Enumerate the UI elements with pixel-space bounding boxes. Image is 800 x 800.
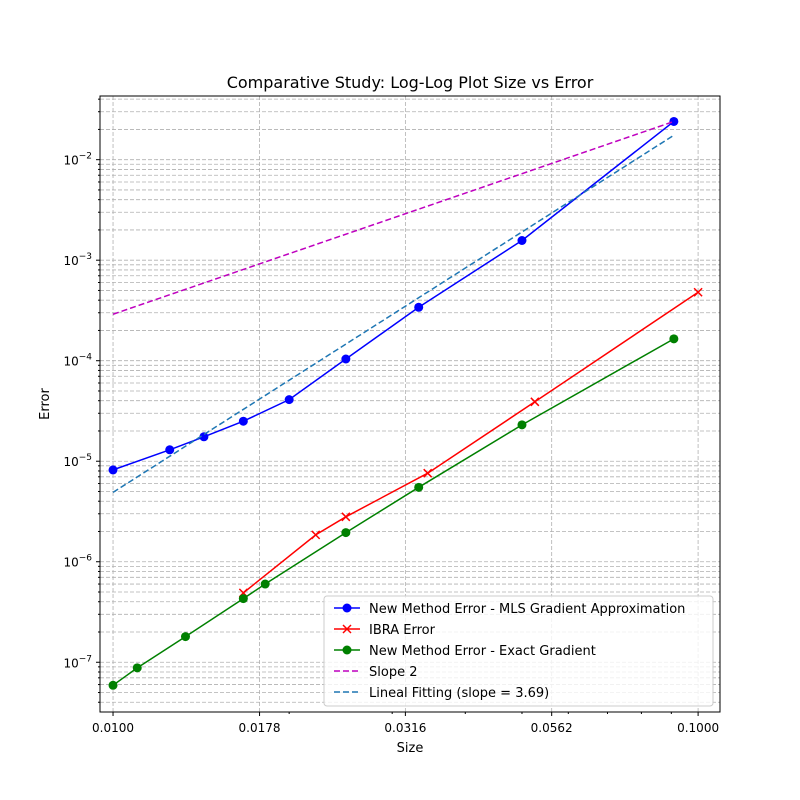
legend-marker: [342, 624, 352, 634]
data-point: [530, 397, 540, 407]
data-point: [693, 287, 703, 297]
legend-marker: [342, 603, 352, 613]
x-axis-label: Size: [397, 741, 424, 756]
x-tick-label: 0.0562: [531, 721, 573, 735]
data-point: [341, 528, 351, 538]
data-point: [341, 512, 351, 522]
data-point: [284, 395, 294, 405]
data-point: [108, 465, 118, 475]
axis-ticks: 0.0100 0.0178 0.0316 0.0562 0.1000 10−7 10−6 10…: [63, 98, 719, 735]
plot-frame: [99, 95, 721, 713]
chart-title: Comparative Study: Log-Log Plot Size vs …: [227, 73, 594, 92]
legend: New Method Error - MLS Gradient Approxim…: [323, 595, 714, 707]
data-point: [165, 445, 175, 455]
data-point: [180, 632, 190, 642]
plot-series: [108, 116, 703, 690]
series-line: [112, 134, 675, 494]
data-point: [311, 530, 321, 540]
data-point: [423, 468, 433, 478]
data-point: [238, 594, 248, 604]
legend-box: [323, 595, 714, 707]
data-point: [669, 334, 679, 344]
y-axis-label: Error: [38, 388, 53, 420]
series-1: [108, 116, 679, 475]
x-tick-label: 0.1000: [677, 721, 719, 735]
x-tick-label: 0.0316: [384, 721, 426, 735]
legend-label: Slope 2: [369, 665, 417, 680]
data-point: [132, 663, 142, 673]
legend-marker: [342, 645, 352, 655]
data-point: [669, 116, 679, 126]
y-tick-label: 10−3: [63, 252, 92, 268]
series-line: [242, 291, 699, 594]
data-point: [260, 579, 270, 589]
data-point: [341, 354, 351, 364]
legend-label: Lineal Fitting (slope = 3.69): [369, 686, 549, 701]
y-tick-label: 10−5: [63, 453, 92, 469]
data-point: [108, 680, 118, 690]
data-point: [414, 482, 424, 492]
series-5: [112, 134, 675, 494]
legend-label: New Method Error - Exact Gradient: [369, 644, 596, 659]
legend-label: IBRA Error: [369, 623, 436, 638]
data-point: [414, 302, 424, 312]
y-tick-label: 10−6: [63, 554, 92, 570]
y-tick-label: 10−4: [63, 353, 92, 369]
y-tick-label: 10−7: [63, 654, 92, 670]
x-tick-label: 0.0178: [239, 721, 281, 735]
data-point: [238, 416, 248, 426]
data-point: [517, 420, 527, 430]
y-tick-label: 10−2: [63, 152, 92, 168]
x-tick-label: 0.0100: [92, 721, 134, 735]
legend-label: New Method Error - MLS Gradient Approxim…: [369, 602, 685, 617]
data-point: [199, 432, 209, 442]
series-2: [238, 287, 703, 598]
series-3: [108, 334, 679, 690]
data-point: [517, 236, 527, 246]
